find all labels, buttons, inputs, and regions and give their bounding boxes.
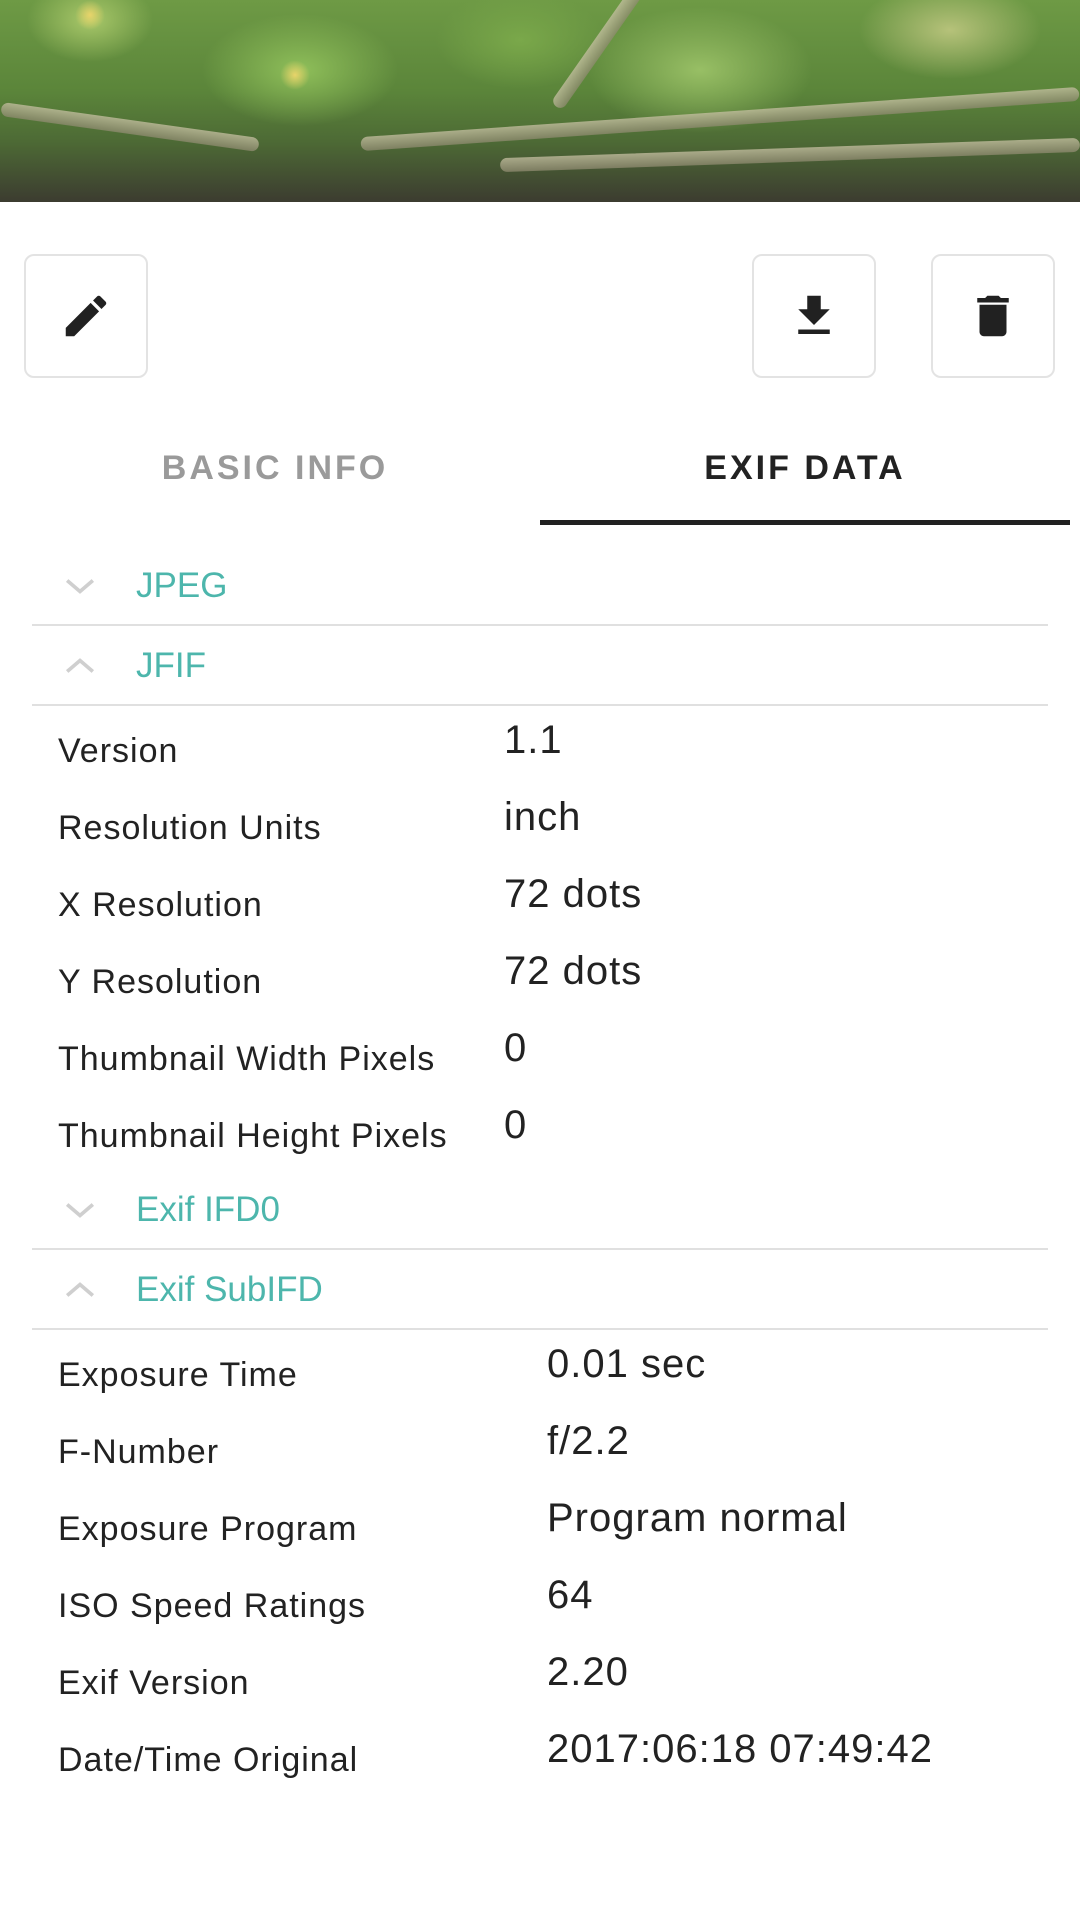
tab-basic-info[interactable]: BASIC INFO (161, 448, 389, 487)
exif-key: Version (58, 732, 179, 770)
chevron-down-icon (65, 1203, 95, 1218)
exif-row: Thumbnail Width Pixels 0 (58, 1018, 1058, 1090)
exif-row: Resolution Units inch (58, 787, 1058, 859)
edit-button[interactable] (24, 254, 148, 378)
section-title: Exif IFD0 (136, 1190, 280, 1229)
exif-key: F-Number (58, 1433, 220, 1471)
exif-value: 0.01 sec (547, 1342, 707, 1386)
exif-row: F-Number f/2.2 (58, 1411, 1058, 1483)
exif-key: Exif Version (58, 1664, 250, 1702)
exif-row: X Resolution 72 dots (58, 864, 1058, 936)
exif-row: Y Resolution 72 dots (58, 941, 1058, 1013)
section-title: Exif SubIFD (136, 1270, 323, 1309)
chevron-up-icon (65, 1282, 95, 1297)
exif-key: X Resolution (58, 886, 263, 924)
photo-branch (0, 101, 260, 153)
exif-row: Date/Time Original 2017:06:18 07:49:42 (58, 1719, 1058, 1791)
exif-key: ISO Speed Ratings (58, 1587, 367, 1625)
exif-row: Exposure Time 0.01 sec (58, 1334, 1058, 1406)
exif-value: inch (504, 795, 582, 839)
trash-icon (977, 295, 1009, 337)
section-title: JFIF (136, 646, 206, 685)
exif-value: 64 (547, 1573, 594, 1617)
exif-key: Date/Time Original (58, 1741, 359, 1779)
exif-row: ISO Speed Ratings 64 (58, 1565, 1058, 1637)
chevron-up-icon (65, 658, 95, 673)
exif-value: 2017:06:18 07:49:42 (547, 1727, 934, 1771)
section-header-jfif[interactable]: JFIF (32, 628, 1048, 706)
exif-value: f/2.2 (547, 1419, 630, 1463)
tab-indicator (540, 520, 1070, 525)
exif-value: 0 (504, 1103, 528, 1147)
section-header-exif-ifd0[interactable]: Exif IFD0 (32, 1172, 1048, 1250)
section-header-exif-subifd[interactable]: Exif SubIFD (32, 1252, 1048, 1330)
download-button[interactable] (752, 254, 876, 378)
exif-key: Exposure Time (58, 1356, 298, 1394)
exif-row: Exposure Program Program normal (58, 1488, 1058, 1560)
tab-exif-data[interactable]: EXIF DATA (704, 448, 906, 487)
pencil-icon (65, 295, 107, 337)
section-title: JPEG (136, 566, 228, 605)
section-header-jpeg[interactable]: JPEG (32, 548, 1048, 626)
exif-value: 1.1 (504, 718, 563, 762)
delete-button[interactable] (931, 254, 1055, 378)
photo-branch (550, 0, 660, 111)
download-icon (798, 295, 830, 334)
exif-key: Y Resolution (58, 963, 263, 1001)
exif-key: Resolution Units (58, 809, 322, 847)
exif-row: Exif Version 2.20 (58, 1642, 1058, 1714)
exif-value: 72 dots (504, 872, 643, 916)
exif-row: Version 1.1 (58, 710, 1058, 782)
chevron-down-icon (65, 579, 95, 594)
exif-value: 2.20 (547, 1650, 629, 1694)
exif-key: Exposure Program (58, 1510, 358, 1548)
exif-value: 72 dots (504, 949, 643, 993)
exif-value: Program normal (547, 1496, 848, 1540)
photo-blossom (75, 0, 105, 30)
exif-key: Thumbnail Width Pixels (58, 1040, 436, 1078)
exif-row: Thumbnail Height Pixels 0 (58, 1095, 1058, 1167)
exif-value: 0 (504, 1026, 528, 1070)
exif-key: Thumbnail Height Pixels (58, 1117, 448, 1155)
photo-preview (0, 0, 1080, 202)
photo-branch (499, 137, 1080, 173)
photo-blossom (280, 60, 310, 90)
